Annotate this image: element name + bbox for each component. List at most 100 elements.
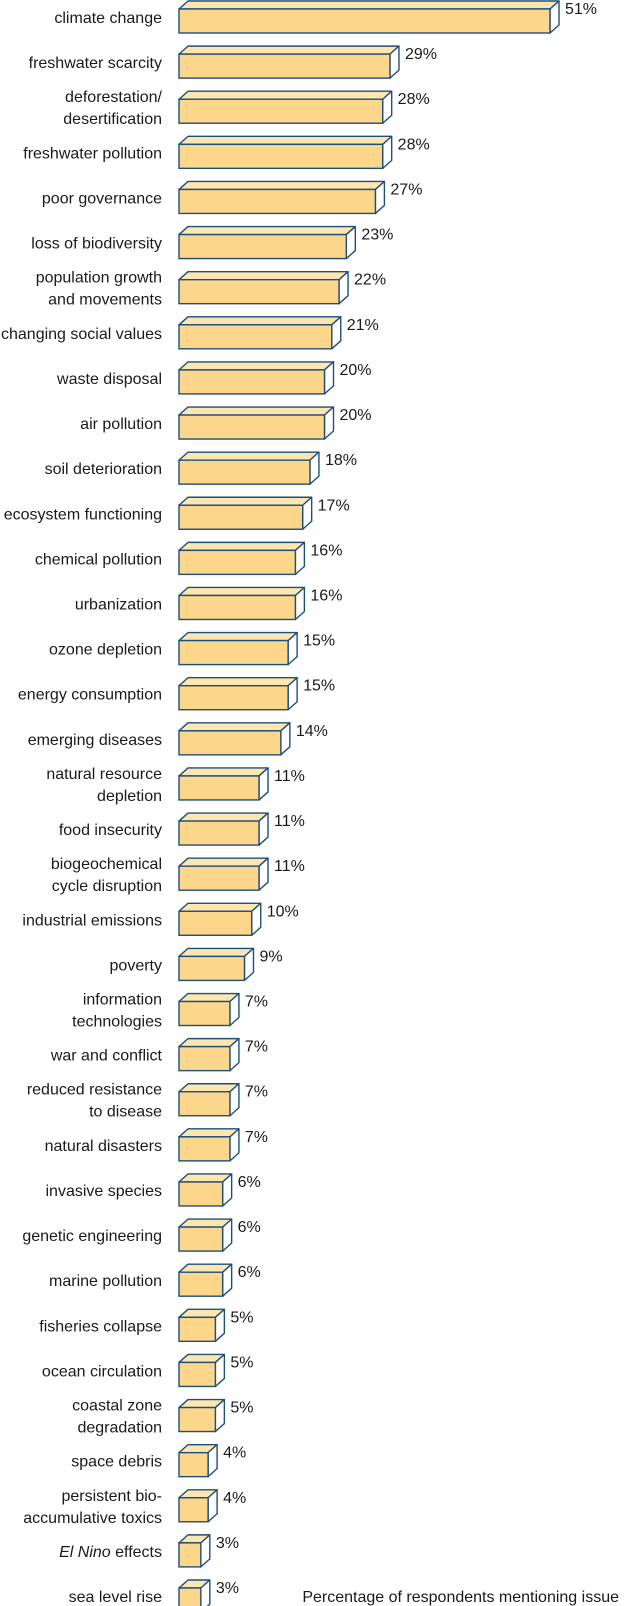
data-label: 6% xyxy=(238,1264,261,1281)
bar-front-face xyxy=(178,549,297,576)
bar xyxy=(178,316,342,350)
bar-top-face xyxy=(178,1037,240,1048)
category-label: loss of biodiversity xyxy=(31,236,162,253)
data-label: 16% xyxy=(310,542,342,559)
bar-front-face xyxy=(178,1136,231,1162)
bar-top-face xyxy=(178,541,306,552)
data-label: 11% xyxy=(274,858,305,875)
bar-front-face xyxy=(178,1542,202,1568)
bar-front-face xyxy=(178,1497,209,1523)
bar-top-face xyxy=(178,225,357,236)
data-label: 28% xyxy=(398,91,430,108)
bar xyxy=(178,451,320,485)
bar xyxy=(178,180,386,215)
bar xyxy=(178,45,400,79)
category-label: persistent bio-accumulative toxics xyxy=(23,1488,162,1527)
category-label: ecosystem functioning xyxy=(4,506,162,523)
category-label: ozone depletion xyxy=(49,642,162,659)
data-label: 15% xyxy=(303,678,335,695)
category-label: industrial emissions xyxy=(22,912,162,929)
category-label: freshwater scarcity xyxy=(29,55,162,72)
bar-top-face xyxy=(178,902,262,912)
category-label: information technologies xyxy=(72,992,162,1031)
bar-front-face xyxy=(178,955,246,982)
bar-top-face xyxy=(178,361,335,371)
bar-top-face xyxy=(178,316,342,326)
bar-front-face xyxy=(178,459,311,485)
category-label: food insecurity xyxy=(59,822,162,839)
bar-top-face xyxy=(178,270,349,281)
bar xyxy=(178,90,393,124)
bar xyxy=(178,1398,226,1433)
data-label: 4% xyxy=(223,1445,246,1462)
data-label: 16% xyxy=(310,587,342,604)
data-label: 17% xyxy=(318,497,350,514)
data-label: 11% xyxy=(274,768,305,785)
bar-top-face xyxy=(178,135,393,146)
data-label: 14% xyxy=(296,723,328,740)
bar-front-face xyxy=(178,278,340,305)
bar-front-face xyxy=(178,1091,231,1117)
bar-top-face xyxy=(178,496,313,506)
data-label: 7% xyxy=(245,1084,268,1101)
bar-front-face xyxy=(178,1587,202,1606)
category-label: chemical pollution xyxy=(35,551,162,568)
bar xyxy=(178,406,335,440)
bar-front-face xyxy=(178,1316,217,1343)
category-label: deforestation/desertification xyxy=(63,89,162,128)
bar xyxy=(178,902,262,936)
category-label: war and conflict xyxy=(50,1048,163,1065)
bar xyxy=(178,722,291,756)
data-label: 21% xyxy=(347,317,379,334)
bar-front-face xyxy=(178,639,289,666)
bar-front-face xyxy=(178,730,282,756)
data-label: 23% xyxy=(361,227,393,244)
category-label: air pollution xyxy=(80,416,162,433)
bar-top-face xyxy=(178,45,400,55)
bar-front-face xyxy=(178,910,253,936)
category-label: population growth and movements xyxy=(36,270,162,309)
bar xyxy=(178,857,269,891)
category-label: changing social values xyxy=(1,326,162,343)
category-label: urbanization xyxy=(75,596,162,613)
bar xyxy=(178,1263,233,1297)
bar-top-face xyxy=(178,857,269,867)
data-label: 11% xyxy=(274,813,305,830)
bar-top-face xyxy=(178,722,291,732)
bar-top-face xyxy=(178,451,320,461)
data-label: 15% xyxy=(303,633,335,650)
bar xyxy=(178,0,560,34)
bar-front-face xyxy=(178,1226,224,1252)
data-label: 6% xyxy=(238,1174,261,1191)
bar xyxy=(178,992,240,1027)
bar-top-face xyxy=(178,812,269,822)
bar xyxy=(178,812,269,846)
bar-front-face xyxy=(178,188,377,215)
category-label: poverty xyxy=(110,957,162,974)
bar xyxy=(178,767,269,801)
bar xyxy=(178,270,349,305)
bar-front-face xyxy=(178,820,260,846)
bar-front-face xyxy=(178,1181,224,1207)
bar xyxy=(178,1218,233,1252)
category-label: natural disasters xyxy=(45,1138,162,1155)
bar-top-face xyxy=(178,90,393,100)
data-label: 6% xyxy=(238,1219,261,1236)
data-label: 22% xyxy=(354,272,386,289)
bar-front-face xyxy=(178,685,289,711)
data-label: 5% xyxy=(230,1400,253,1417)
category-label: genetic engineering xyxy=(22,1228,162,1245)
bar xyxy=(178,947,255,982)
bar xyxy=(178,496,313,530)
category-label: waste disposal xyxy=(56,371,162,388)
data-label: 5% xyxy=(230,1354,253,1371)
category-label: marine pollution xyxy=(49,1273,162,1290)
data-label: 18% xyxy=(325,452,357,469)
bar xyxy=(178,1308,226,1343)
bar-front-face xyxy=(178,369,326,395)
x-axis-title: Percentage of respondents mentioning iss… xyxy=(302,1589,619,1606)
bar-top-face xyxy=(178,631,298,642)
bar xyxy=(178,1037,240,1072)
category-label: sea level rise xyxy=(69,1589,162,1606)
